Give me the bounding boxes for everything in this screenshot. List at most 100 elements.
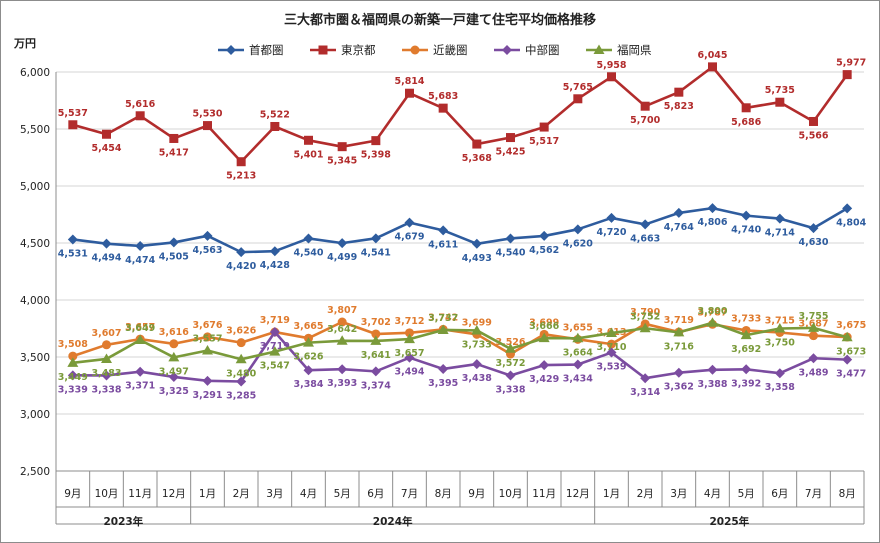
data-point <box>226 45 236 55</box>
data-point <box>539 122 549 132</box>
data-label: 5,958 <box>596 60 626 71</box>
data-point <box>593 44 605 54</box>
data-point <box>673 326 685 337</box>
data-label: 5,686 <box>731 117 761 128</box>
x-tick-label: 4月 <box>704 488 721 500</box>
data-label: 3,626 <box>226 326 256 337</box>
legend-label: 首都圏 <box>249 43 284 57</box>
data-point <box>573 94 583 104</box>
data-label: 3,483 <box>91 368 121 379</box>
data-label: 3,787 <box>697 307 727 318</box>
data-point <box>101 238 112 249</box>
data-point <box>741 210 752 221</box>
data-point <box>708 62 717 72</box>
series-3: 3,3393,3383,3713,3253,2913,2853,7193,384… <box>58 327 866 402</box>
y-tick-label: 6,000 <box>20 67 50 79</box>
data-point <box>774 213 785 224</box>
data-label: 3,291 <box>192 390 222 401</box>
data-point <box>606 212 617 223</box>
data-label: 5,345 <box>327 156 357 167</box>
data-label: 3,526 <box>495 337 525 348</box>
data-label: 3,715 <box>765 315 795 326</box>
data-point <box>370 335 382 345</box>
y-tick-label: 2,500 <box>20 466 50 478</box>
data-point <box>502 45 512 55</box>
data-label: 4,804 <box>836 217 866 228</box>
data-label: 3,497 <box>159 366 189 377</box>
data-point <box>639 322 651 333</box>
data-label: 4,562 <box>529 245 559 256</box>
data-label: 3,494 <box>394 367 424 378</box>
data-point <box>437 324 449 334</box>
data-label: 3,325 <box>159 386 189 397</box>
data-point <box>101 353 112 363</box>
data-point <box>809 331 818 341</box>
data-point <box>135 366 146 377</box>
data-point <box>572 332 584 343</box>
data-label: 3,702 <box>361 317 391 328</box>
data-point <box>203 121 212 131</box>
legend-label: 近畿圏 <box>433 43 468 57</box>
data-point <box>67 234 78 245</box>
y-axis-unit: 万円 <box>13 37 36 50</box>
gridlines <box>56 71 864 472</box>
data-label: 4,611 <box>428 239 458 250</box>
data-label: 3,790 <box>630 307 660 318</box>
data-point <box>741 103 751 113</box>
data-label: 3,438 <box>462 373 492 384</box>
data-point <box>539 360 550 371</box>
x-tick-label: 9月 <box>64 488 81 500</box>
data-label: 3,547 <box>260 361 290 372</box>
data-label: 5,823 <box>664 101 694 112</box>
x-tick-label: 12月 <box>162 488 186 500</box>
data-point <box>269 346 281 356</box>
data-label: 3,733 <box>462 339 492 350</box>
x-tick-label: 7月 <box>805 488 822 500</box>
data-label: 3,699 <box>529 317 559 328</box>
data-label: 3,392 <box>731 378 761 389</box>
data-point <box>707 203 718 214</box>
data-label: 5,213 <box>226 171 256 182</box>
data-label: 3,742 <box>428 312 458 323</box>
data-label: 3,657 <box>394 348 424 359</box>
data-label: 5,517 <box>529 136 559 147</box>
data-point <box>538 332 550 343</box>
data-point <box>134 334 146 345</box>
data-point <box>405 88 414 98</box>
series-4: 3,449 3,4833,6493,4973,5573,4803,5473,626… <box>58 306 866 383</box>
data-label: 4,720 <box>596 227 626 238</box>
legend-item: 首都圏 <box>218 43 284 57</box>
data-label: 3,699 <box>462 317 492 328</box>
data-point <box>640 101 650 111</box>
data-point <box>774 323 786 333</box>
data-label: 3,665 <box>293 321 323 332</box>
data-label: 3,642 <box>327 324 357 335</box>
data-label: 3,489 <box>798 367 828 378</box>
legend-label: 中部圏 <box>525 43 560 57</box>
data-point <box>607 339 616 349</box>
data-label: 3,710 <box>596 342 626 353</box>
data-label: 5,417 <box>159 147 189 158</box>
data-point <box>336 335 348 345</box>
data-label: 3,508 <box>58 339 88 350</box>
x-tick-label: 8月 <box>435 488 452 500</box>
data-label: 3,649 <box>125 323 155 334</box>
data-label: 3,362 <box>664 382 694 393</box>
data-point <box>606 347 617 358</box>
data-point <box>471 238 482 249</box>
y-axis: 2,500 3,000 3,500 4,000 4,500 5,000 5,500 6,000 <box>20 67 57 478</box>
data-point <box>842 354 853 365</box>
y-tick-label: 3,000 <box>20 409 50 421</box>
data-point <box>438 225 449 236</box>
data-label: 3,664 <box>563 347 593 358</box>
data-label: 3,393 <box>327 378 357 389</box>
data-label: 3,285 <box>226 391 256 402</box>
data-label: 5,398 <box>361 150 391 161</box>
legend-item: 東京都 <box>310 43 376 57</box>
x-tick-label: 3月 <box>266 488 283 500</box>
data-point <box>67 357 79 367</box>
data-label: 4,806 <box>697 217 727 228</box>
data-point <box>270 121 280 131</box>
